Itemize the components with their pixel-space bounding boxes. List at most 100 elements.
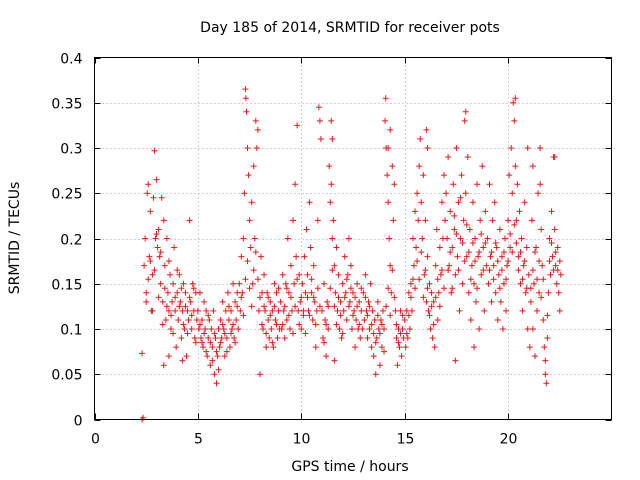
data-point bbox=[338, 335, 345, 342]
data-point bbox=[480, 267, 487, 274]
data-point bbox=[146, 253, 153, 260]
data-point bbox=[542, 371, 549, 378]
data-point bbox=[516, 208, 523, 215]
data-point bbox=[496, 285, 503, 292]
data-point bbox=[296, 271, 303, 278]
data-point bbox=[244, 145, 251, 151]
data-point bbox=[256, 294, 263, 301]
data-point bbox=[186, 217, 193, 224]
data-point bbox=[207, 362, 214, 369]
data-point bbox=[525, 271, 532, 278]
data-point bbox=[290, 330, 297, 337]
data-point bbox=[231, 335, 238, 342]
data-point bbox=[177, 298, 184, 305]
data-point bbox=[180, 280, 187, 287]
data-point bbox=[395, 339, 402, 346]
x-tick-label: 0 bbox=[91, 432, 100, 448]
data-point bbox=[191, 335, 198, 342]
data-point bbox=[517, 249, 524, 256]
data-point bbox=[264, 289, 271, 296]
data-point bbox=[283, 316, 290, 323]
data-point bbox=[199, 339, 206, 346]
data-point bbox=[534, 276, 541, 283]
data-point bbox=[461, 258, 468, 265]
data-point bbox=[352, 294, 359, 301]
data-point bbox=[546, 258, 553, 265]
data-point bbox=[214, 353, 221, 360]
data-point bbox=[186, 294, 193, 301]
data-point bbox=[466, 226, 473, 233]
data-point bbox=[294, 122, 301, 129]
data-point bbox=[350, 289, 356, 296]
data-point bbox=[226, 344, 233, 351]
data-point bbox=[199, 316, 206, 323]
data-point bbox=[480, 244, 487, 251]
data-point bbox=[506, 172, 513, 179]
data-point bbox=[312, 344, 319, 351]
data-point bbox=[285, 312, 292, 319]
data-point bbox=[406, 326, 413, 332]
data-point bbox=[153, 230, 160, 237]
data-point bbox=[411, 262, 418, 269]
data-point bbox=[331, 262, 338, 269]
data-point bbox=[412, 285, 419, 292]
data-point bbox=[246, 285, 253, 292]
data-point bbox=[508, 145, 515, 151]
data-point bbox=[317, 135, 324, 142]
data-point bbox=[456, 307, 463, 314]
data-point bbox=[509, 190, 516, 197]
y-tick-label: 0.2 bbox=[60, 233, 82, 249]
data-point bbox=[497, 298, 504, 305]
data-point bbox=[150, 194, 157, 201]
data-point bbox=[544, 335, 551, 342]
data-point bbox=[407, 294, 414, 301]
y-tick-label: 0.3 bbox=[60, 142, 82, 158]
data-point bbox=[267, 312, 274, 319]
data-point bbox=[315, 104, 322, 111]
data-point bbox=[303, 226, 310, 233]
y-axis-label: SRMTID / TECUs bbox=[7, 182, 23, 295]
data-point bbox=[297, 298, 304, 305]
data-point bbox=[242, 95, 249, 102]
data-point bbox=[155, 294, 162, 301]
data-point bbox=[313, 307, 320, 314]
data-point bbox=[339, 280, 346, 287]
data-point bbox=[215, 366, 222, 373]
data-point bbox=[450, 181, 457, 188]
data-point bbox=[301, 253, 308, 260]
data-point bbox=[385, 285, 392, 292]
data-point bbox=[220, 326, 227, 332]
data-point bbox=[326, 163, 333, 170]
data-point bbox=[329, 135, 336, 142]
data-point bbox=[367, 280, 374, 287]
data-point bbox=[382, 95, 389, 102]
data-point bbox=[189, 280, 196, 287]
data-point bbox=[234, 289, 241, 296]
data-point bbox=[316, 303, 323, 310]
data-point bbox=[447, 249, 454, 256]
data-point bbox=[308, 289, 315, 296]
data-point bbox=[452, 357, 459, 364]
data-point bbox=[511, 117, 518, 124]
data-point bbox=[145, 276, 152, 283]
data-point bbox=[322, 316, 329, 323]
data-point bbox=[248, 303, 255, 310]
data-point bbox=[389, 163, 396, 170]
data-point bbox=[394, 362, 401, 369]
data-point bbox=[178, 285, 185, 292]
data-point bbox=[535, 190, 542, 197]
data-point bbox=[263, 330, 270, 337]
data-point bbox=[495, 271, 502, 278]
data-point bbox=[145, 181, 152, 188]
data-point bbox=[238, 253, 245, 260]
data-point bbox=[419, 235, 426, 242]
data-point bbox=[368, 344, 375, 351]
data-point bbox=[366, 303, 373, 310]
data-point bbox=[391, 294, 398, 301]
data-point bbox=[353, 316, 360, 323]
data-point bbox=[538, 226, 545, 233]
data-point bbox=[237, 307, 244, 314]
data-point bbox=[261, 303, 268, 310]
data-point bbox=[223, 335, 230, 342]
data-point bbox=[443, 190, 450, 197]
